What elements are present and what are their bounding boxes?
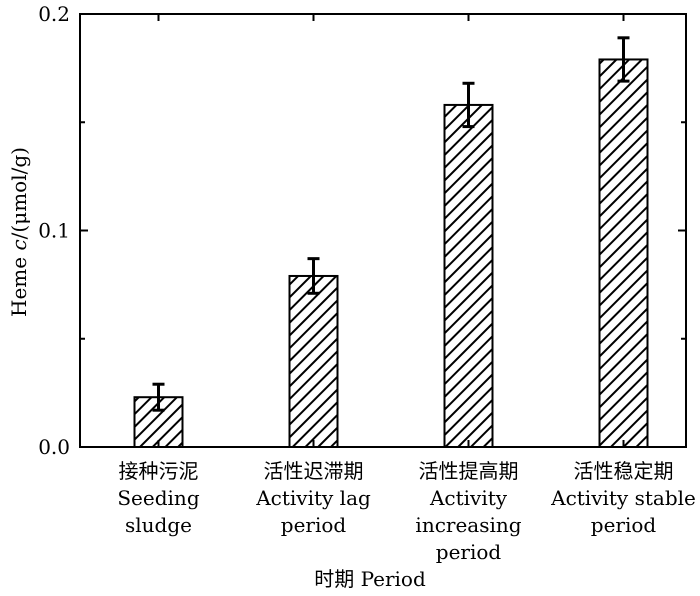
x-axis-title: 时期 Period bbox=[314, 567, 426, 591]
bars-layer bbox=[133, 36, 649, 449]
labels-layer: 0.0 0.1 0.2 接种污泥 Seeding sludge 活性迟滞期 Activity … bbox=[38, 2, 696, 564]
y-tick-label: 0.1 bbox=[38, 219, 70, 243]
category-label: 活性提高期 Activity increasing period bbox=[415, 459, 521, 564]
y-tick-label: 0.2 bbox=[38, 2, 70, 26]
y-tick-label: 0.0 bbox=[38, 435, 70, 459]
ticks-layer bbox=[80, 13, 686, 448]
bar bbox=[443, 103, 494, 449]
category-label: 活性迟滞期 Activity lag period bbox=[255, 459, 371, 537]
y-axis-title: Heme c/(μmol/g) bbox=[7, 147, 31, 317]
bar bbox=[598, 58, 649, 449]
error-bar bbox=[462, 81, 475, 129]
error-bar bbox=[152, 382, 165, 412]
plot-frame bbox=[79, 13, 687, 448]
category-label: 接种污泥 Seeding sludge bbox=[117, 459, 199, 537]
error-bar bbox=[307, 257, 320, 295]
error-bar bbox=[617, 36, 630, 83]
category-label: 活性稳定期 Activity stable period bbox=[550, 459, 696, 537]
bar bbox=[288, 274, 339, 448]
